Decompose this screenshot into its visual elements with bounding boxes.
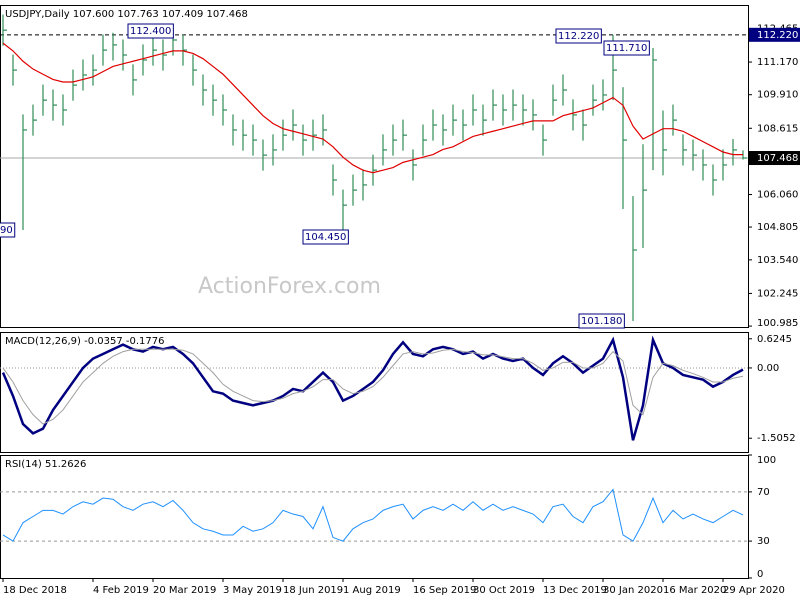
annotation: 112.220 [558, 31, 599, 42]
series-line [2, 488, 744, 542]
annotation: 111.710 [606, 43, 647, 54]
y-tick-label: 100 [757, 455, 776, 466]
pane-title: MACD(12,26,9) -0.0357 -0.1776 [5, 336, 165, 347]
annotation-box [0, 222, 16, 238]
annotation: 101.180 [581, 316, 622, 327]
x-tick-label: 16 Mar 2020 [663, 585, 726, 596]
annotation: 90 [0, 225, 13, 236]
pane-frame [0, 5, 749, 328]
annotation-box [578, 313, 625, 329]
y-tick-label: 0 [757, 569, 763, 580]
x-tick-label: 13 Dec 2019 [543, 585, 607, 596]
price-label: 107.468 [757, 153, 798, 164]
y-tick-label: 106.060 [757, 190, 798, 201]
x-tick-label: 18 Jun 2019 [283, 585, 343, 596]
x-tick-label: 4 Feb 2019 [93, 585, 149, 596]
y-tick-label: -1.5052 [757, 433, 796, 444]
x-tick-label: 3 May 2019 [223, 585, 282, 596]
series-line [2, 42, 743, 174]
series-line [2, 348, 744, 425]
x-tick-label: 18 Dec 2018 [3, 585, 67, 596]
y-tick-label: 108.615 [757, 123, 798, 134]
pane-frame [0, 332, 749, 453]
x-tick-label: 16 Sep 2019 [413, 585, 476, 596]
pane-frame [0, 455, 749, 579]
pane-title: RSI(14) 51.2626 [5, 459, 86, 470]
y-tick-label: 109.910 [757, 90, 798, 101]
y-tick-label: 103.540 [757, 255, 798, 266]
y-tick-label: 70 [757, 487, 770, 498]
y-tick-label: 104.805 [757, 222, 798, 233]
price-label-box [749, 151, 800, 166]
y-tick-label: 0.6245 [757, 334, 792, 345]
x-tick-label: 30 Oct 2019 [473, 585, 535, 596]
annotation-box [603, 40, 650, 56]
pane-title: USDJPY,Daily 107.600 107.763 107.409 107… [5, 9, 248, 20]
y-tick-label: 100.985 [757, 318, 798, 329]
y-tick-label: 102.245 [757, 288, 798, 299]
annotation: 112.400 [130, 26, 171, 37]
y-tick-label: 0.00 [757, 363, 779, 374]
x-tick-label: 20 Mar 2019 [153, 585, 216, 596]
x-tick-label: 1 Aug 2019 [343, 585, 401, 596]
annotation-box [555, 28, 602, 44]
price-label-box [749, 27, 800, 42]
annotation: 104.450 [305, 232, 346, 243]
series-line [1, 335, 744, 441]
annotation-box [127, 23, 174, 39]
y-tick-label: 111.170 [757, 57, 798, 68]
x-tick-label: 30 Jan 2020 [603, 585, 663, 596]
price-label: 112.220 [757, 30, 798, 41]
x-tick-label: 29 Apr 2020 [723, 585, 785, 596]
annotation-box [302, 229, 349, 245]
y-tick-label: 30 [757, 536, 770, 547]
watermark: ActionForex.com [198, 274, 381, 299]
